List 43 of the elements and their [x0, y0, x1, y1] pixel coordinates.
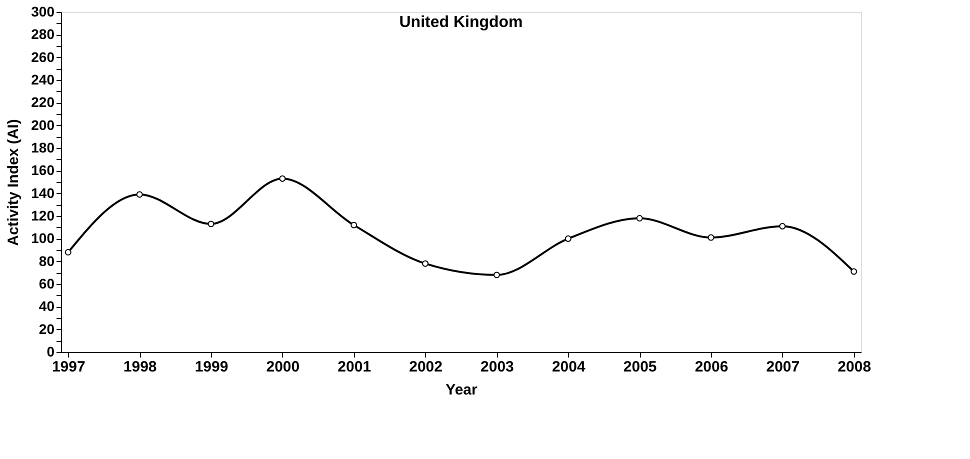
point: [208, 220, 214, 228]
y-tick-label: 240: [31, 72, 55, 88]
y-tick-label: 260: [31, 48, 55, 65]
point: [636, 215, 643, 222]
y-tick-label: 120: [31, 208, 55, 224]
x-tick-label: 2000: [266, 358, 300, 376]
y-tick-label: 100: [31, 230, 55, 246]
y-tick-label: 80: [38, 252, 55, 269]
y-tick-label: 160: [31, 162, 55, 178]
point: [279, 175, 286, 182]
y-tick-label: 300: [31, 4, 55, 20]
x-tick-label: 2007: [766, 358, 800, 376]
point: [850, 268, 858, 275]
point: [136, 191, 143, 198]
point: [493, 272, 500, 278]
point: [64, 249, 72, 256]
point: [708, 234, 714, 241]
x-tick-label: 2003: [480, 358, 514, 376]
y-tick-label: 60: [38, 276, 55, 292]
x-tick-label: 2001: [338, 358, 372, 376]
x-tick-label: 1998: [123, 358, 157, 376]
x-tick-label: 2008: [838, 358, 872, 376]
point: [350, 222, 358, 228]
x-axis-title: Year: [446, 382, 478, 398]
y-tick-label: 20: [38, 320, 55, 337]
x-tick-label: 2006: [694, 358, 728, 376]
y-tick-label: 0: [46, 344, 55, 360]
y-tick-label: 140: [31, 184, 55, 201]
point: [422, 260, 429, 267]
y-tick-label: 40: [38, 298, 55, 314]
y-tick-label: 220: [31, 94, 55, 110]
y-tick-label: 180: [31, 140, 55, 156]
point: [779, 222, 786, 230]
y-tick-label: 200: [31, 116, 55, 133]
y-tick-label: 280: [31, 26, 55, 42]
x-tick-label: 2005: [623, 358, 657, 376]
x-tick-label: 2004: [552, 358, 586, 376]
x-tick-label: 1999: [194, 358, 228, 376]
x-tick-label: 2002: [409, 358, 442, 376]
chart-title: United Kingdom: [399, 14, 523, 31]
x-tick-label: 1997: [52, 358, 86, 376]
point: [564, 235, 572, 242]
y-axis-title: Activity Index (AI): [5, 119, 22, 246]
